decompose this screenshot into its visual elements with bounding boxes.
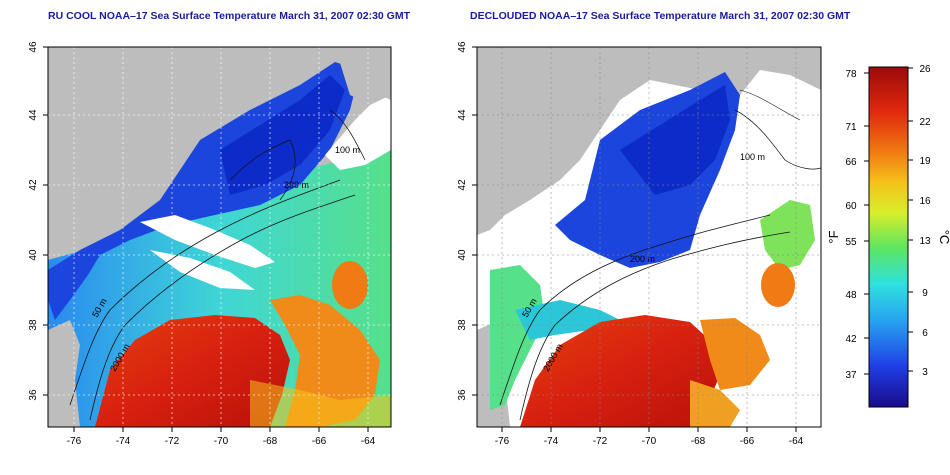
- warm-filament: [690, 380, 740, 427]
- offshore-green-water: [760, 200, 815, 270]
- celsius-label: °C: [937, 230, 950, 245]
- celsius-tick: 9: [922, 288, 928, 299]
- x-tick-label: -70: [642, 436, 657, 447]
- isobath-2000m: [519, 231, 791, 421]
- celsius-tick: 6: [922, 328, 928, 339]
- isobath-2000m: [89, 194, 356, 421]
- sst-map-raw: 100 m 200 m 2000 m 50 m: [48, 47, 391, 427]
- fahrenheit-tick: 71: [845, 122, 857, 133]
- contour-label-200m: 200 m: [630, 254, 655, 264]
- panel-title-right: DECLOUDED NOAA–17 Sea Surface Temperatur…: [470, 10, 851, 22]
- land-nova-scotia: [335, 47, 391, 105]
- land-mid-atlantic: [48, 320, 80, 427]
- x-tick-label: -76: [495, 436, 510, 447]
- isobath-200m: [499, 214, 771, 406]
- isobath-200m: [69, 179, 341, 406]
- celsius-tick: 22: [919, 117, 931, 128]
- land-northeast-us: [48, 47, 200, 225]
- fahrenheit-tick: 78: [845, 69, 857, 80]
- isobath-nova-scotia: [739, 89, 801, 121]
- cloud-northeast: [325, 95, 391, 170]
- celsius-tick: 26: [919, 64, 931, 75]
- y-tick-label: 38: [457, 319, 468, 331]
- celsius-tick: 16: [919, 196, 931, 207]
- y-tick-label: 46: [28, 41, 39, 53]
- fahrenheit-tick: 42: [845, 334, 857, 345]
- contour-label-100m: 100 m: [335, 145, 360, 155]
- x-tick-label: -76: [67, 436, 82, 447]
- y-tick-label: 40: [28, 249, 39, 261]
- isobath-100m: [734, 109, 821, 170]
- y-tick-label: 42: [457, 179, 468, 191]
- mixed-water: [250, 380, 391, 427]
- y-tick-label: 36: [28, 389, 39, 401]
- gulf-stream-warm: [95, 315, 290, 427]
- warm-core-ring: [332, 261, 368, 309]
- gulf-of-maine-cold: [220, 75, 345, 195]
- fahrenheit-tick: 66: [845, 157, 857, 168]
- x-tick-label: -72: [165, 436, 180, 447]
- y-axis-right: 46 44 42 40 38 36: [457, 41, 477, 401]
- y-tick-label: 42: [28, 179, 39, 191]
- x-tick-label: -64: [789, 436, 804, 447]
- coastal-green-water: [490, 265, 545, 410]
- celsius-tick: 3: [922, 367, 928, 378]
- contour-label-200m: 200 m: [284, 180, 309, 190]
- y-tick-label: 44: [457, 109, 468, 121]
- isobath-gulf: [229, 139, 296, 201]
- gulf-of-maine-cold: [620, 85, 730, 195]
- y-axis-left: 46 44 42 40 38 36: [28, 41, 48, 401]
- x-axis-right: -76 -74 -72 -70 -68 -66 -64: [495, 427, 804, 447]
- fahrenheit-tick: 55: [845, 237, 857, 248]
- colorbar-gradient: [868, 66, 909, 408]
- x-tick-label: -66: [312, 436, 327, 447]
- fahrenheit-scale: 78 71 66 60 55 48 42 37 °F: [826, 69, 869, 381]
- y-tick-label: 46: [457, 41, 468, 53]
- celsius-tick: 19: [919, 156, 931, 167]
- slope-cyan-water: [515, 300, 620, 340]
- fahrenheit-tick: 60: [845, 201, 857, 212]
- y-tick-label: 44: [28, 109, 39, 121]
- gulf-stream-warm: [520, 315, 720, 427]
- warm-core-ring: [761, 263, 795, 307]
- cloud-streak-2: [150, 250, 255, 290]
- sst-map-declouded: 100 m 200 m 2000 m 50 m: [477, 47, 821, 427]
- isobath-100m: [329, 109, 366, 161]
- graticule: [477, 47, 821, 427]
- panel-title-left: RU COOL NOAA–17 Sea Surface Temperature …: [48, 10, 411, 22]
- y-tick-label: 36: [457, 389, 468, 401]
- colorbar: 78 71 66 60 55 48 42 37 °F 26 22 19 16 1…: [826, 64, 950, 408]
- x-tick-label: -68: [263, 436, 278, 447]
- x-tick-label: -64: [361, 436, 376, 447]
- fahrenheit-tick: 48: [845, 290, 857, 301]
- x-tick-label: -66: [740, 436, 755, 447]
- x-tick-label: -74: [116, 436, 131, 447]
- map-frame-left: [47, 46, 392, 428]
- fahrenheit-tick: 37: [845, 370, 857, 381]
- x-tick-label: -68: [691, 436, 706, 447]
- x-axis-left: -76 -74 -72 -70 -68 -66 -64: [67, 427, 376, 447]
- warm-eddy-east: [700, 318, 770, 390]
- graticule: [48, 47, 391, 427]
- x-tick-label: -72: [593, 436, 608, 447]
- celsius-scale: 26 22 19 16 13 9 6 3 °C: [908, 64, 950, 378]
- x-tick-label: -70: [214, 436, 229, 447]
- cloud-streak-1: [140, 215, 275, 268]
- x-tick-label: -74: [544, 436, 559, 447]
- y-tick-label: 38: [28, 319, 39, 331]
- y-tick-label: 40: [457, 249, 468, 261]
- fahrenheit-label: °F: [826, 230, 841, 243]
- contour-label-100m: 100 m: [740, 152, 765, 162]
- celsius-tick: 13: [919, 236, 931, 247]
